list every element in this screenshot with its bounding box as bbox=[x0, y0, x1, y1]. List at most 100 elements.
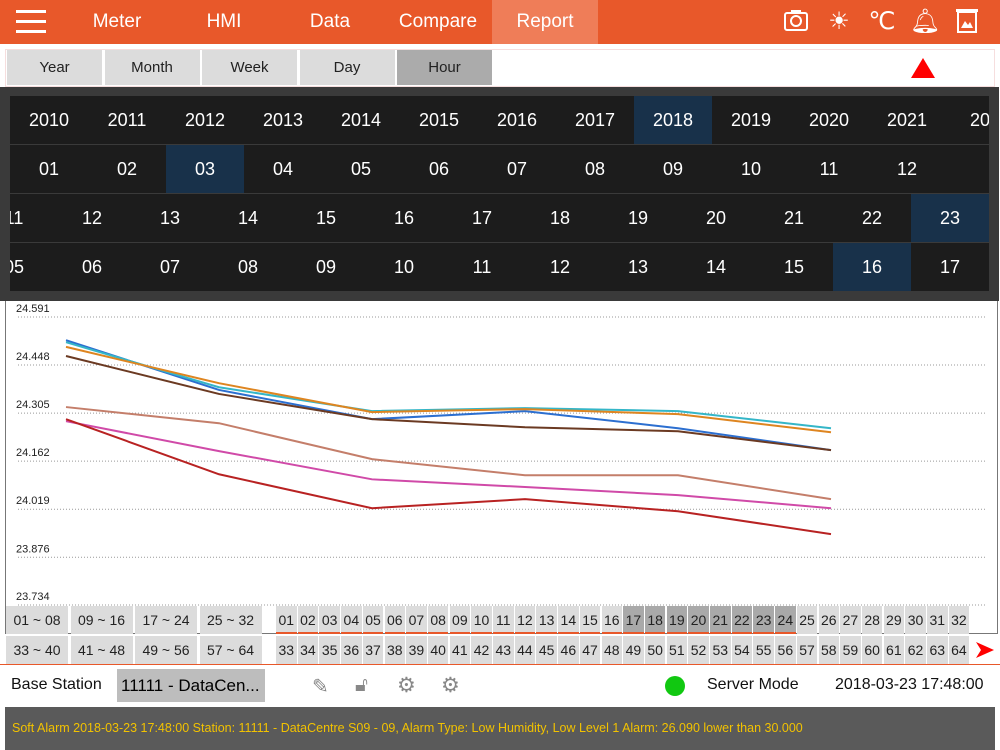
day-cell[interactable]: 11 bbox=[10, 208, 24, 228]
day-cell[interactable]: 20 bbox=[705, 208, 727, 228]
hour-cell[interactable]: 16 bbox=[833, 243, 911, 291]
day-cell[interactable]: 12 bbox=[81, 208, 103, 228]
channel-button[interactable]: 51 bbox=[666, 636, 688, 664]
collapse-arrow-icon[interactable] bbox=[911, 58, 935, 78]
channel-button[interactable]: 63 bbox=[927, 636, 948, 664]
channel-button[interactable]: 20 bbox=[688, 606, 709, 634]
tab-report[interactable]: Report bbox=[492, 0, 598, 44]
day-cell[interactable]: 17 bbox=[471, 208, 493, 228]
month-cell[interactable]: 04 bbox=[272, 159, 294, 179]
channel-button[interactable]: 64 bbox=[948, 636, 970, 664]
channel-button[interactable]: 50 bbox=[644, 636, 666, 664]
channel-button[interactable]: 11 bbox=[493, 606, 514, 634]
day-cell[interactable]: 22 bbox=[861, 208, 883, 228]
channel-button[interactable]: 58 bbox=[818, 636, 839, 664]
range-button[interactable]: 41 ~ 48 bbox=[70, 636, 133, 664]
channel-button[interactable]: 18 bbox=[644, 606, 666, 634]
day-cell[interactable]: 19 bbox=[627, 208, 649, 228]
channel-button[interactable]: 59 bbox=[840, 636, 861, 664]
month-cell[interactable]: 03 bbox=[166, 145, 244, 193]
channel-button[interactable]: 42 bbox=[471, 636, 492, 664]
channel-button[interactable]: 40 bbox=[427, 636, 449, 664]
channel-button[interactable]: 12 bbox=[514, 606, 536, 634]
year-cell[interactable]: 2018 bbox=[634, 96, 712, 144]
channel-button[interactable]: 08 bbox=[427, 606, 449, 634]
channel-button[interactable]: 30 bbox=[905, 606, 926, 634]
period-tab-year[interactable]: Year bbox=[7, 50, 102, 85]
hour-cell[interactable]: 09 bbox=[315, 257, 337, 277]
range-button[interactable]: 33 ~ 40 bbox=[6, 636, 68, 664]
hour-cell[interactable]: 13 bbox=[627, 257, 649, 277]
day-cell[interactable]: 13 bbox=[159, 208, 181, 228]
channel-button[interactable]: 33 bbox=[276, 636, 297, 664]
day-cell[interactable]: 14 bbox=[237, 208, 259, 228]
channel-button[interactable]: 27 bbox=[840, 606, 861, 634]
channel-button[interactable]: 05 bbox=[362, 606, 384, 634]
month-cell[interactable]: 09 bbox=[662, 159, 684, 179]
range-button[interactable]: 25 ~ 32 bbox=[199, 606, 262, 634]
tab-meter[interactable]: Meter bbox=[92, 11, 142, 32]
channel-button[interactable]: 39 bbox=[406, 636, 427, 664]
year-cell[interactable]: 2013 bbox=[262, 110, 304, 130]
channel-button[interactable]: 52 bbox=[688, 636, 709, 664]
channel-button[interactable]: 36 bbox=[341, 636, 362, 664]
channel-button[interactable]: 49 bbox=[623, 636, 644, 664]
channel-button[interactable]: 01 bbox=[276, 606, 297, 634]
channel-button[interactable]: 56 bbox=[775, 636, 796, 664]
channel-button[interactable]: 41 bbox=[449, 636, 471, 664]
tab-compare[interactable]: Compare bbox=[398, 11, 478, 32]
hour-cell[interactable]: 08 bbox=[237, 257, 259, 277]
menu-icon[interactable] bbox=[16, 10, 46, 34]
day-cell[interactable]: 16 bbox=[393, 208, 415, 228]
channel-button[interactable]: 37 bbox=[362, 636, 384, 664]
month-cell[interactable]: 02 bbox=[116, 159, 138, 179]
next-page-arrow-icon[interactable] bbox=[975, 640, 995, 665]
month-cell[interactable]: 11 bbox=[819, 159, 839, 179]
channel-button[interactable]: 21 bbox=[710, 606, 731, 634]
year-cell[interactable]: 202 bbox=[969, 110, 989, 130]
hour-cell[interactable]: 05 bbox=[10, 257, 25, 277]
month-cell[interactable]: 10 bbox=[740, 159, 762, 179]
hour-cell[interactable]: 15 bbox=[783, 257, 805, 277]
channel-button[interactable]: 54 bbox=[731, 636, 753, 664]
brightness-icon[interactable]: ☀ bbox=[828, 8, 850, 35]
channel-button[interactable]: 26 bbox=[818, 606, 839, 634]
channel-button[interactable]: 10 bbox=[471, 606, 492, 634]
camera-icon[interactable] bbox=[780, 6, 812, 38]
hour-cell[interactable]: 14 bbox=[705, 257, 727, 277]
hour-cell[interactable]: 17 bbox=[939, 257, 961, 277]
year-cell[interactable]: 2010 bbox=[28, 110, 70, 130]
hour-cell[interactable]: 07 bbox=[159, 257, 181, 277]
channel-button[interactable]: 34 bbox=[297, 636, 319, 664]
channel-button[interactable]: 32 bbox=[948, 606, 970, 634]
range-button[interactable]: 09 ~ 16 bbox=[70, 606, 133, 634]
year-cell[interactable]: 2011 bbox=[107, 110, 147, 130]
channel-button[interactable]: 25 bbox=[796, 606, 818, 634]
celsius-icon[interactable]: ℃ bbox=[868, 8, 896, 35]
year-cell[interactable]: 2012 bbox=[184, 110, 226, 130]
hour-cell[interactable]: 12 bbox=[549, 257, 571, 277]
channel-button[interactable]: 47 bbox=[579, 636, 601, 664]
hour-cell[interactable]: 06 bbox=[81, 257, 103, 277]
channel-button[interactable]: 09 bbox=[449, 606, 471, 634]
day-cell[interactable]: 15 bbox=[315, 208, 337, 228]
year-cell[interactable]: 2020 bbox=[808, 110, 850, 130]
tab-data[interactable]: Data bbox=[309, 11, 351, 32]
day-cell[interactable]: 23 bbox=[911, 194, 989, 242]
channel-button[interactable]: 62 bbox=[905, 636, 926, 664]
period-tab-day[interactable]: Day bbox=[299, 50, 395, 85]
tab-hmi[interactable]: HMI bbox=[206, 11, 242, 32]
range-button[interactable]: 49 ~ 56 bbox=[135, 636, 197, 664]
channel-button[interactable]: 23 bbox=[753, 606, 774, 634]
month-cell[interactable]: 05 bbox=[350, 159, 372, 179]
channel-button[interactable]: 13 bbox=[536, 606, 557, 634]
month-cell[interactable]: 01 bbox=[38, 159, 60, 179]
channel-button[interactable]: 17 bbox=[623, 606, 644, 634]
edit-icon[interactable]: ✎ bbox=[312, 676, 329, 698]
day-cell[interactable]: 18 bbox=[549, 208, 571, 228]
month-cell[interactable]: 06 bbox=[428, 159, 450, 179]
trash-image-icon[interactable] bbox=[951, 6, 983, 38]
channel-button[interactable]: 04 bbox=[341, 606, 362, 634]
hour-cell[interactable]: 11 bbox=[472, 257, 492, 277]
channel-button[interactable]: 35 bbox=[319, 636, 340, 664]
